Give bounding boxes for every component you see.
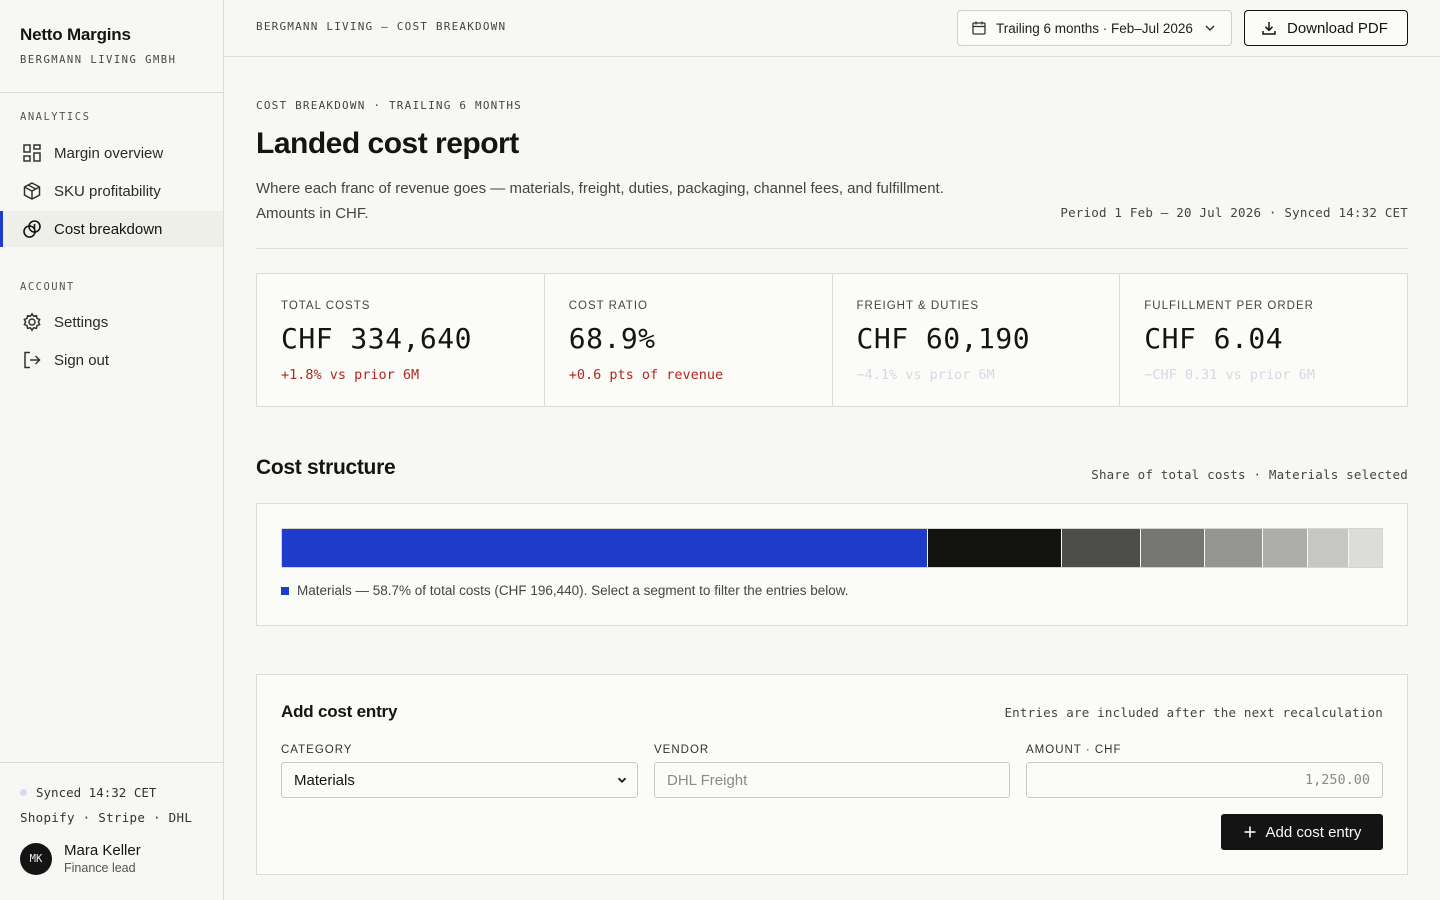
user-profile[interactable]: MK Mara Keller Finance lead [20,842,203,875]
chevron-down-icon [1205,25,1215,32]
nav-item-label: Settings [54,313,109,331]
chevron-down-icon [617,777,627,783]
kpi-value: 68.9% [568,322,656,355]
cost-structure-note: Share of total costs · Materials selecte… [1091,467,1408,482]
user-name: Mara Keller [64,842,141,859]
nav-item-label: Cost breakdown [54,220,163,238]
vendor-input[interactable]: DHL Freight [654,762,1010,798]
category-value: Materials [294,771,355,789]
cost-structure-legend: Materials — 58.7% of total costs (CHF 19… [281,583,849,598]
legend-swatch [281,586,289,595]
sync-status-text: Synced 14:32 CET [36,785,157,800]
cost-segment-4[interactable] [1141,529,1205,567]
cost-structure-title: Cost structure [256,456,396,479]
kpi-delta: −CHF 0.31 vs prior 6M [1144,367,1315,383]
nav-item-sign-out[interactable]: Sign out [0,342,223,378]
cost-structure-panel: Materials — 58.7% of total costs (CHF 19… [256,503,1408,626]
cost-segment-3[interactable] [1061,529,1142,567]
sidebar-footer: Synced 14:32 CET Shopify · Stripe · DHL … [0,762,223,900]
divider [256,248,1408,249]
amount-label: AMOUNT · CHF [1026,744,1122,756]
nav-item-cost-breakdown[interactable]: Cost breakdown [0,211,223,247]
category-label: CATEGORY [281,744,353,756]
kpi-freight-duties: FREIGHT & DUTIES CHF 60,190 −4.1% vs pri… [833,274,1121,406]
user-role: Finance lead [64,861,136,875]
add-cost-entry-note: Entries are included after the next reca… [1004,705,1383,720]
company-name: BERGMANN LIVING GMBH [20,54,177,66]
cost-segment-2[interactable] [927,529,1062,567]
nav-item-sku-profitability[interactable]: SKU profitability [0,173,223,209]
nav-item-settings[interactable]: Settings [0,304,223,340]
breadcrumb: BERGMANN LIVING — COST BREAKDOWN [256,20,507,33]
kpi-label: FULFILLMENT PER ORDER [1144,300,1314,312]
kpi-row: TOTAL COSTS CHF 334,640 +1.8% vs prior 6… [256,273,1408,407]
download-icon [1262,22,1276,35]
date-range-label: Trailing 6 months · Feb–Jul 2026 [996,20,1193,36]
gear-icon [23,312,41,332]
nav-section-analytics: ANALYTICS [20,111,91,123]
topbar: BERGMANN LIVING — COST BREAKDOWN Trailin… [224,0,1440,57]
page-eyebrow: COST BREAKDOWN · TRAILING 6 MONTHS [256,99,522,112]
amount-input[interactable]: 1,250.00 [1026,762,1383,798]
download-pdf-button[interactable]: Download PDF [1244,10,1408,46]
kpi-fulfillment-per-order: FULFILLMENT PER ORDER CHF 6.04 −CHF 0.31… [1120,274,1407,406]
cost-segment-1[interactable] [282,529,928,567]
grid-icon [23,144,41,162]
kpi-delta: +0.6 pts of revenue [568,367,724,383]
kpi-label: FREIGHT & DUTIES [856,300,979,312]
kpi-value: CHF 60,190 [856,322,1031,355]
vendor-placeholder: DHL Freight [667,771,748,789]
kpi-label: COST RATIO [568,300,648,312]
sync-status: Synced 14:32 CET [20,785,203,800]
box-icon [23,182,41,200]
plus-icon [1244,826,1256,838]
nav-item-label: Margin overview [54,144,164,162]
brand-name: Netto Margins [20,25,131,44]
kpi-label: TOTAL COSTS [281,300,371,312]
add-cost-entry-button[interactable]: Add cost entry [1221,814,1383,850]
kpi-delta: +1.8% vs prior 6M [281,367,420,383]
period-info: Period 1 Feb – 20 Jul 2026 · Synced 14:3… [1060,205,1408,220]
page-description: Where each franc of revenue goes — mater… [256,180,944,222]
add-cost-entry-panel: Add cost entry Entries are included afte… [256,674,1408,875]
kpi-delta: −4.1% vs prior 6M [856,367,995,383]
cost-segment-8[interactable] [1348,529,1382,567]
add-cost-entry-title: Add cost entry [281,702,398,721]
category-select[interactable]: Materials [281,762,638,798]
avatar: MK [20,842,52,875]
sign-out-icon [24,351,41,369]
cost-segment-5[interactable] [1204,529,1264,567]
sync-dot-icon [20,789,27,796]
vendor-label: VENDOR [654,744,710,756]
brand-block: Netto Margins BERGMANN LIVING GMBH [0,0,223,93]
legend-text: Materials — 58.7% of total costs (CHF 19… [297,583,849,598]
kpi-value: CHF 334,640 [281,322,472,355]
amount-placeholder: 1,250.00 [1304,772,1370,788]
date-range-selector[interactable]: Trailing 6 months · Feb–Jul 2026 [957,10,1232,46]
nav-item-label: SKU profitability [54,182,161,200]
nav-item-label: Sign out [54,351,110,369]
nav-item-margin-overview[interactable]: Margin overview [0,135,223,171]
cost-segment-7[interactable] [1308,529,1349,567]
sidebar: Netto Margins BERGMANN LIVING GMBH ANALY… [0,0,224,900]
cost-structure-bar [281,528,1383,568]
add-cost-entry-label: Add cost entry [1265,823,1362,841]
calendar-icon [972,21,986,35]
cost-segment-6[interactable] [1263,529,1309,567]
download-pdf-label: Download PDF [1287,19,1388,37]
kpi-cost-ratio: COST RATIO 68.9% +0.6 pts of revenue [545,274,833,406]
kpi-total-costs: TOTAL COSTS CHF 334,640 +1.8% vs prior 6… [257,274,545,406]
kpi-value: CHF 6.04 [1144,322,1284,355]
data-sources: Shopify · Stripe · DHL [20,810,193,825]
coins-icon [23,220,41,238]
nav-section-account: ACCOUNT [20,281,75,293]
page-title: Landed cost report [256,127,519,160]
